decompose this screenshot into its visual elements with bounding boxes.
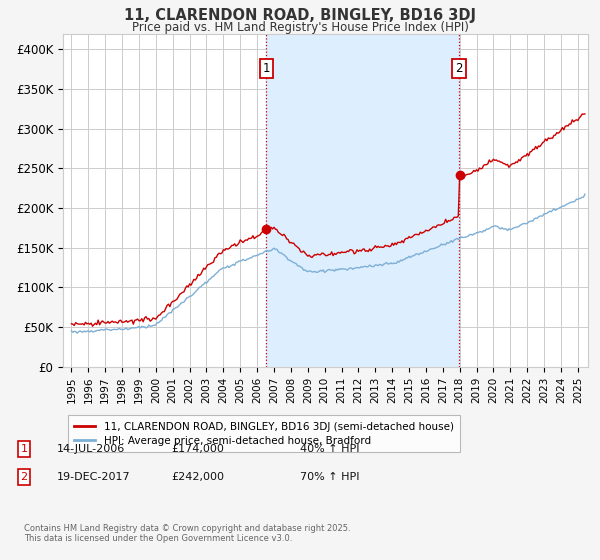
Text: 14-JUL-2006: 14-JUL-2006 [57, 444, 125, 454]
Text: £242,000: £242,000 [171, 472, 224, 482]
Text: 1: 1 [20, 444, 28, 454]
Text: Contains HM Land Registry data © Crown copyright and database right 2025.
This d: Contains HM Land Registry data © Crown c… [24, 524, 350, 543]
Legend: 11, CLARENDON ROAD, BINGLEY, BD16 3DJ (semi-detached house), HPI: Average price,: 11, CLARENDON ROAD, BINGLEY, BD16 3DJ (s… [68, 416, 460, 452]
Text: 2: 2 [20, 472, 28, 482]
Text: 1: 1 [262, 62, 270, 75]
Text: 19-DEC-2017: 19-DEC-2017 [57, 472, 131, 482]
Text: Price paid vs. HM Land Registry's House Price Index (HPI): Price paid vs. HM Land Registry's House … [131, 21, 469, 34]
Text: 2: 2 [455, 62, 463, 75]
Text: £174,000: £174,000 [171, 444, 224, 454]
Text: 11, CLARENDON ROAD, BINGLEY, BD16 3DJ: 11, CLARENDON ROAD, BINGLEY, BD16 3DJ [124, 8, 476, 24]
Bar [266, 34, 459, 367]
Text: 70% ↑ HPI: 70% ↑ HPI [300, 472, 359, 482]
Text: 40% ↑ HPI: 40% ↑ HPI [300, 444, 359, 454]
